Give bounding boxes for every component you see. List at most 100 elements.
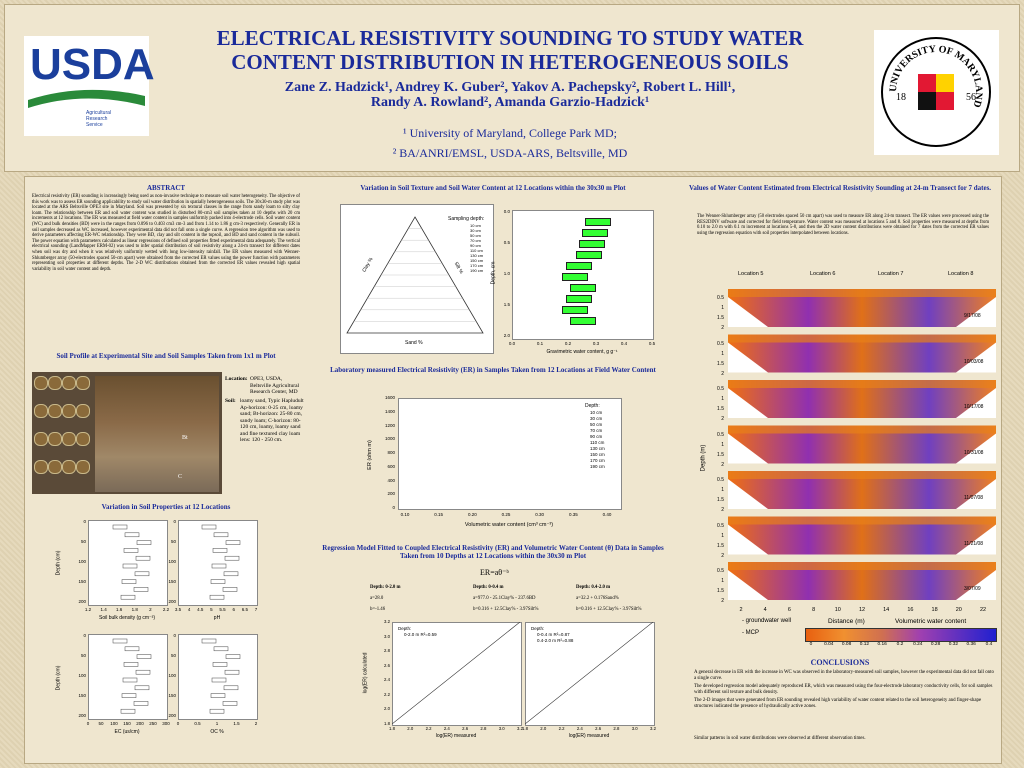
y-tick-label: 1.8 bbox=[384, 721, 390, 726]
y-tick-label: 1 bbox=[721, 305, 724, 311]
section-heading: Soil Profile at Experimental Site and So… bbox=[56, 352, 276, 360]
y-tick-label: 1.5 bbox=[717, 588, 724, 594]
location-label: Location 7 bbox=[878, 271, 904, 277]
y-axis-label: log(ER) calculated bbox=[362, 652, 369, 694]
box-glyph bbox=[224, 669, 240, 675]
legend-item: 130 cm bbox=[470, 253, 484, 258]
x-tick-label: 200 bbox=[136, 721, 144, 726]
horizon-label: C bbox=[178, 474, 183, 480]
box-glyph bbox=[562, 273, 588, 281]
box-glyph bbox=[582, 229, 608, 237]
x-tick-label: 150 bbox=[123, 721, 131, 726]
affiliations: ¹ University of Maryland, College Park M… bbox=[160, 123, 860, 163]
x-tick-label: 0.35 bbox=[568, 512, 578, 517]
x-tick-label: 2.8 bbox=[613, 726, 620, 731]
x-tick-label: 0.24 bbox=[913, 642, 923, 647]
y-tick-label: 2.6 bbox=[384, 662, 390, 668]
x-tick-label: 6 bbox=[787, 607, 791, 613]
box-glyph bbox=[136, 540, 152, 545]
legend-item: - MCP bbox=[742, 630, 759, 636]
legend-item: 150 cm bbox=[590, 452, 605, 457]
date-label: 10/03/08 bbox=[964, 358, 984, 365]
box-glyph bbox=[209, 708, 225, 714]
y-tick-label: 100 bbox=[78, 559, 86, 564]
date-label: 11/07/08 bbox=[964, 495, 984, 501]
section-heading: Regression Model Fitted to Coupled Elect… bbox=[322, 544, 664, 560]
box-glyph bbox=[562, 306, 588, 314]
x-tick-label: 1.6 bbox=[116, 607, 123, 612]
soil-label: Soil: bbox=[225, 398, 236, 404]
soil-sample bbox=[62, 460, 76, 474]
table-cell: b=0.316 + 12.5Clay% - 3.97Silt% bbox=[576, 607, 642, 612]
legend-item: 70 cm bbox=[590, 428, 603, 433]
box-glyph bbox=[213, 532, 229, 538]
x-tick-label: 100 bbox=[110, 721, 118, 726]
conclusion-item: A general decrease in ER with the increa… bbox=[694, 670, 994, 681]
box-glyph bbox=[112, 524, 128, 530]
y-axis-label: Depth (cm) bbox=[55, 550, 62, 576]
box-glyph bbox=[566, 295, 592, 303]
x-tick-label: 1.8 bbox=[389, 726, 395, 731]
y-tick-label: 100 bbox=[168, 673, 176, 678]
y-tick-label: 3.2 bbox=[384, 619, 390, 624]
wc-band bbox=[728, 471, 996, 479]
y-tick-label: 1.5 bbox=[717, 497, 724, 503]
legend-item: 90 cm bbox=[470, 243, 481, 248]
y-tick-label: 0 bbox=[83, 633, 86, 638]
y-tick-label: 2.8 bbox=[384, 648, 390, 654]
x-tick-label: 0.20 bbox=[467, 512, 477, 517]
box-glyph bbox=[120, 594, 136, 600]
date-label: 10/17/08 bbox=[964, 404, 984, 410]
table-cell: b=0.316 + 12.5Clay% - 3.97Silt% bbox=[473, 607, 539, 612]
water-content-images bbox=[728, 289, 996, 600]
box-glyph bbox=[136, 654, 152, 659]
soil-sample bbox=[76, 404, 90, 418]
wc-band bbox=[728, 562, 996, 570]
legend-title: Sampling depth: bbox=[448, 216, 485, 222]
y-tick-label: 1 bbox=[721, 396, 724, 402]
x-tick-label: 0.0 bbox=[508, 341, 516, 346]
legend-item: 50 cm bbox=[470, 233, 481, 238]
x-tick-label: 0.5 bbox=[194, 721, 201, 726]
y-tick-label: 1.5 bbox=[717, 542, 724, 549]
box-glyph bbox=[222, 587, 238, 592]
y-tick-label: 50 bbox=[80, 539, 86, 544]
box-glyph bbox=[570, 317, 596, 325]
conclusion-item: The developed regression model adequatel… bbox=[694, 684, 993, 695]
legend-item: 10 cm bbox=[470, 223, 481, 228]
soil-sample bbox=[76, 460, 90, 474]
ars-line: Research bbox=[86, 116, 108, 122]
y-axis-label: ER (ohm m) bbox=[366, 440, 373, 470]
x-tick-label: 1.4 bbox=[100, 607, 107, 612]
plot-area bbox=[525, 622, 655, 726]
y-tick-label: 50 bbox=[80, 653, 86, 658]
sounding-text: The Wenner-Shlumberger array (50 electro… bbox=[697, 214, 989, 236]
x-tick-label: 3.0 bbox=[498, 726, 505, 731]
y-tick-label: 0.5 bbox=[717, 477, 724, 483]
plot-area bbox=[398, 398, 622, 510]
y-tick-label: 2 bbox=[721, 507, 724, 513]
x-axis-label: log(ER) measured bbox=[435, 733, 477, 739]
y-tick-label: 1 bbox=[721, 487, 724, 493]
x-axis-label: Volumetric water content (cm³ cm⁻³) bbox=[464, 522, 554, 528]
y-tick-label: 2.0 bbox=[503, 333, 510, 338]
reference-line bbox=[392, 622, 520, 724]
x-tick-label: 0 bbox=[176, 721, 180, 726]
legend-item: 70 cm bbox=[470, 238, 481, 243]
x-tick-label: 4.5 bbox=[197, 607, 204, 612]
legend-item: 130 cm bbox=[590, 446, 605, 451]
y-tick-label: 2 bbox=[721, 416, 724, 422]
soil-pit bbox=[95, 376, 219, 492]
plot-area bbox=[340, 204, 494, 354]
y-tick-label: 0.5 bbox=[717, 340, 724, 347]
box-glyph bbox=[122, 677, 138, 683]
location-label: Location 8 bbox=[948, 271, 974, 277]
y-tick-label: 150 bbox=[168, 579, 176, 584]
soil-text: loamy sand, Typic Hapludult Ap-horizon: … bbox=[240, 398, 304, 443]
affiliation: ¹ University of Maryland, College Park M… bbox=[403, 126, 617, 140]
texture-triangle bbox=[346, 216, 484, 334]
x-tick-label: 0.32 bbox=[948, 642, 959, 647]
y-tick-label: 1 bbox=[721, 441, 724, 448]
legend-item: 10 cm bbox=[590, 410, 603, 415]
x-tick-label: 3.2 bbox=[517, 726, 523, 731]
